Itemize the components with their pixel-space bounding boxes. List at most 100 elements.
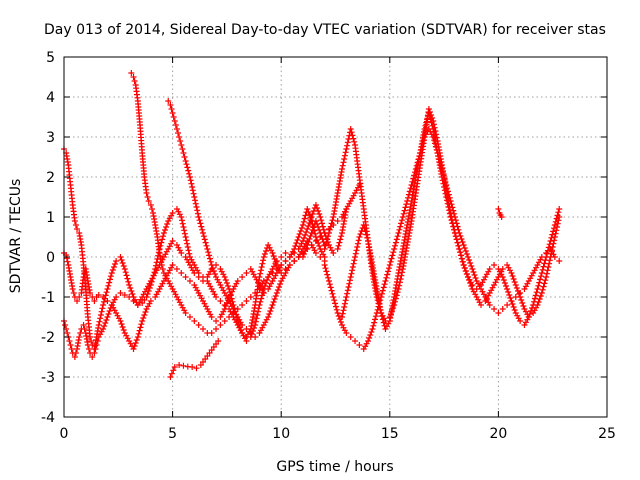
data-point-interp [319,223,326,230]
data-point-interp [296,231,303,237]
data-point [399,214,406,220]
data-point [273,258,280,264]
data-point [243,326,250,332]
data-point-interp [131,78,138,84]
data-point-interp [101,323,108,329]
data-point-interp [158,239,165,246]
data-point [226,314,233,320]
data-point-interp [185,247,192,254]
data-point-interp [378,290,385,297]
data-point [330,250,337,256]
data-point [189,364,196,370]
data-point-interp [467,260,474,266]
data-point-interp [196,217,203,224]
data-point [273,266,280,272]
data-point [180,150,187,156]
data-point-interp [106,308,113,314]
data-point [312,238,319,244]
data-point [71,354,78,360]
data-point-interp [88,338,95,344]
data-point-interp [85,346,92,352]
data-point-interp [385,265,392,272]
data-point-interp [293,240,300,246]
data-point-interp [452,233,459,240]
data-point-interp [450,223,457,230]
data-point [265,274,272,280]
data-point [147,202,154,208]
y-tick-label: 1 [46,210,55,226]
data-point [195,214,202,220]
data-point [347,334,354,340]
data-point [343,294,350,300]
y-tick-label: 4 [46,90,55,106]
data-point-interp [455,242,462,249]
data-point [551,234,558,240]
data-point-interp [192,197,199,204]
data-point-interp [441,187,448,194]
data-point [182,274,189,280]
data-point-interp [305,223,312,229]
data-point [347,126,354,132]
data-point [343,146,350,152]
data-point [117,318,124,324]
data-point [130,74,137,80]
data-point-interp [248,331,255,337]
data-point-interp [254,312,261,318]
data-point [95,322,102,328]
data-point-interp [132,340,139,346]
data-point-interp [463,271,470,277]
data-point-interp [205,249,212,256]
data-point-interp [426,113,433,120]
data-point [339,166,346,172]
data-point-interp [468,263,475,269]
data-point [260,278,267,284]
data-point-interp [500,277,507,283]
data-point-interp [442,190,449,197]
y-tick-label: 2 [46,170,55,186]
data-point-interp [307,217,314,223]
data-point [89,342,96,348]
data-point [312,250,319,256]
data-point-interp [211,271,218,277]
data-point-interp [107,273,114,280]
data-point-interp [314,205,321,211]
data-point-interp [300,218,307,225]
data-point-interp [186,170,193,177]
data-point-interp [553,227,560,234]
data-point [325,230,332,236]
data-point [76,334,83,340]
data-point-interp [407,185,414,192]
data-point-interp [63,255,70,262]
data-point-interp [399,269,406,276]
data-point-interp [383,274,390,281]
data-point [213,318,220,324]
data-point-interp [261,251,268,257]
chart-title: Day 013 of 2014, Sidereal Day-to-day VTE… [44,22,606,38]
data-point [186,174,193,180]
data-point-interp [342,149,349,156]
data-point-interp [519,300,526,306]
data-point-interp [99,305,106,312]
data-point-interp [341,300,348,307]
data-point-interp [226,289,233,296]
data-point-interp [466,257,473,263]
data-point-interp [175,130,182,136]
data-point-interp [318,217,325,224]
data-point [325,278,332,284]
data-point [299,238,306,244]
data-point [269,250,276,256]
data-point-interp [272,293,279,299]
data-point-interp [470,269,477,275]
data-point-interp [366,335,373,341]
data-point-interp [209,265,216,271]
data-point-interp [125,278,132,285]
data-point [71,218,78,224]
data-point-interp [516,291,523,297]
data-point-interp [509,273,516,279]
data-point-interp [351,138,358,145]
data-point-interp [398,217,405,224]
data-point-interp [183,237,190,244]
data-point-interp [144,194,151,200]
data-point-interp [305,209,312,215]
data-point [208,330,215,336]
